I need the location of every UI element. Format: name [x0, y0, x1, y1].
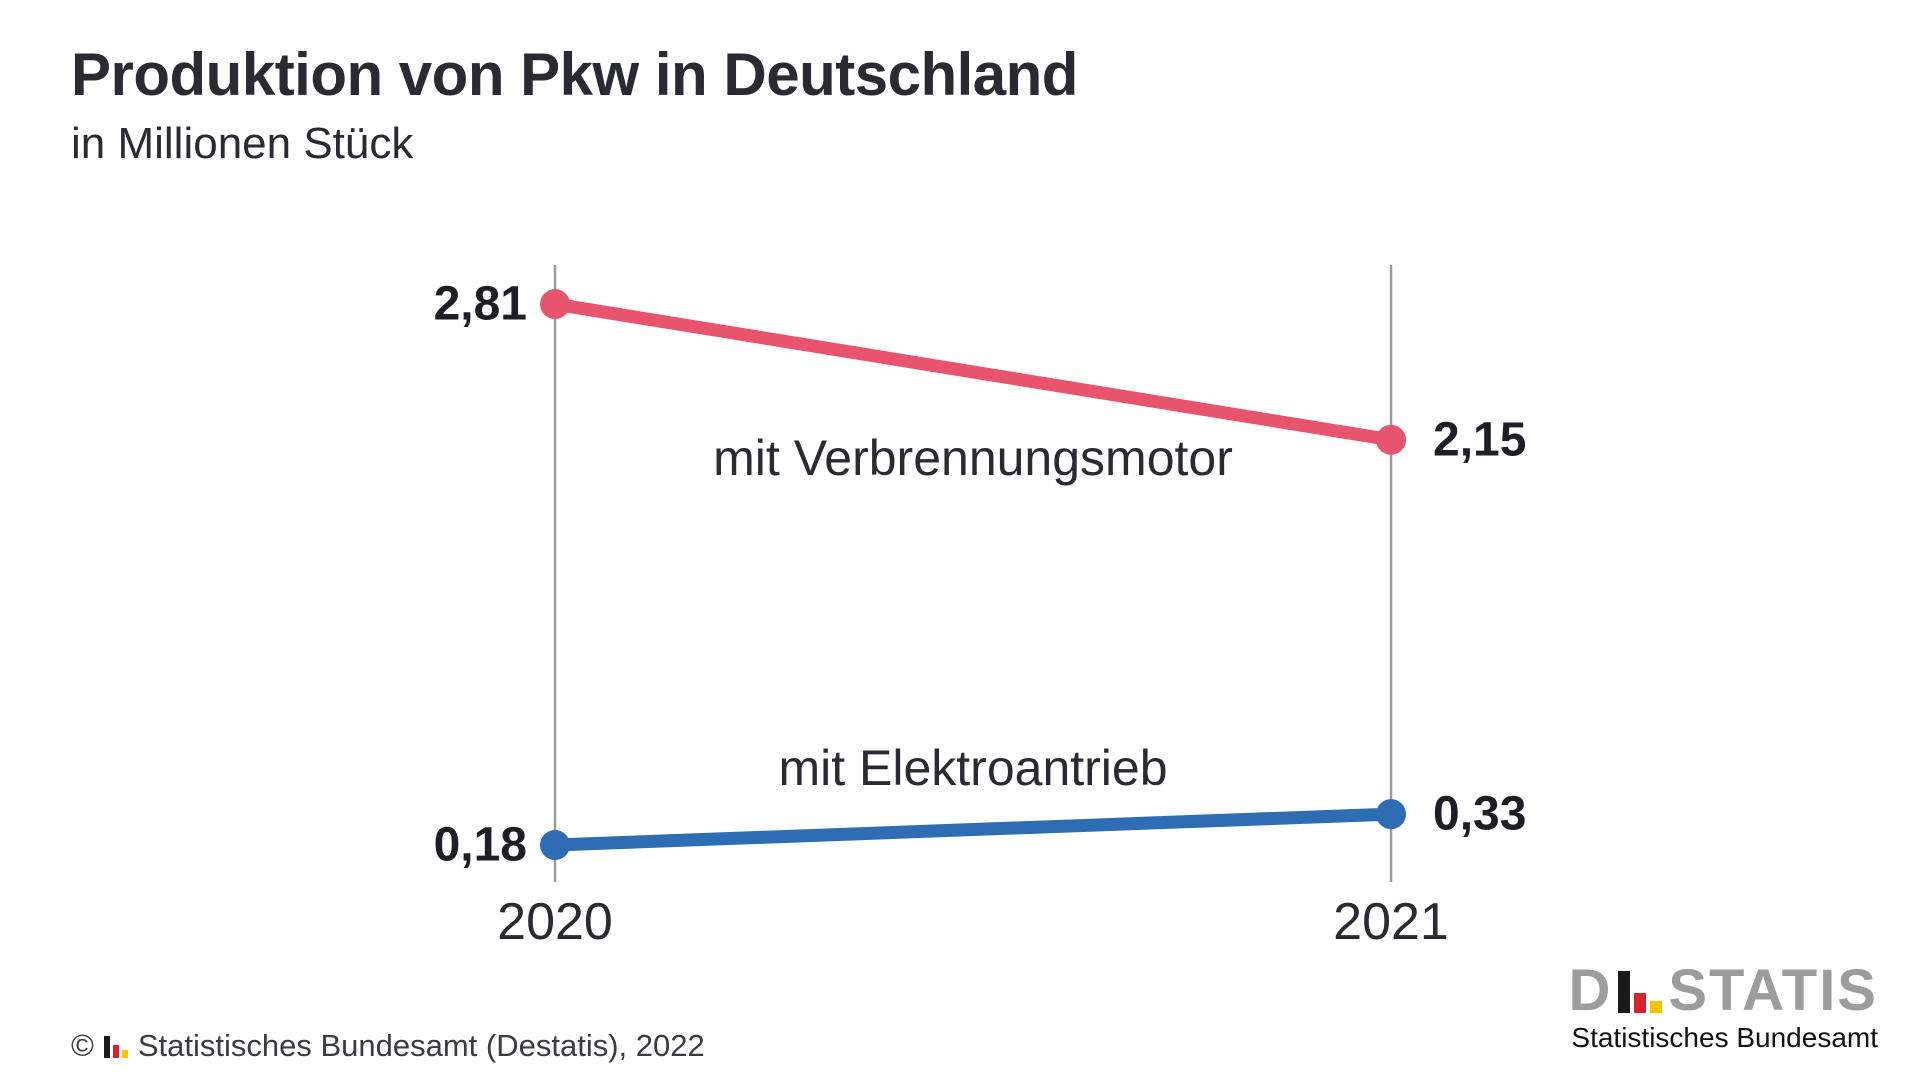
series-line-elektroantrieb	[548, 807, 1398, 852]
x-tick-2021: 2021	[1333, 893, 1449, 951]
logo-bar-gold	[1650, 1001, 1663, 1014]
destatis-logo: D STATIS Statistisches Bundesamt	[1568, 958, 1878, 1054]
destatis-mini-logo-icon	[103, 1034, 128, 1058]
destatis-wordmark: D STATIS	[1568, 958, 1878, 1023]
mini-bar-red	[112, 1045, 119, 1058]
x-tick-2020: 2020	[497, 893, 613, 951]
series-line-verbrennungsmotor	[548, 297, 1398, 447]
data-point-elektroantrieb-2021	[1376, 799, 1406, 830]
page-title: Produktion von Pkw in Deutschland	[71, 41, 1078, 108]
value-label: 0,33	[1433, 787, 1527, 841]
data-point-verbrennungsmotor-2021	[1376, 424, 1406, 455]
value-label: 0,18	[433, 818, 527, 872]
destatis-logo-bars	[1618, 971, 1663, 1014]
chart-header: Produktion von Pkw in Deutschland in Mil…	[71, 42, 1078, 168]
copyright-symbol: ©	[71, 1028, 94, 1063]
mini-bar-black	[103, 1036, 110, 1058]
wordmark-letter-d: D	[1568, 958, 1613, 1023]
value-label: 2,15	[1433, 413, 1527, 467]
data-point-verbrennungsmotor-2020	[540, 289, 570, 320]
source-text: Statistisches Bundesamt (Destatis), 2022	[137, 1028, 705, 1063]
logo-bar-red	[1634, 993, 1647, 1014]
value-label: 2,81	[433, 277, 527, 331]
data-point-elektroantrieb-2020	[540, 829, 570, 860]
page-subtitle: in Millionen Stück	[71, 119, 414, 168]
mini-bar-gold	[121, 1050, 128, 1058]
series-label-verbrennungsmotor: mit Verbrennungsmotor	[713, 429, 1233, 486]
logo-caption: Statistisches Bundesamt	[1571, 1022, 1878, 1054]
logo-bar-black	[1618, 971, 1631, 1014]
wordmark-letters-statis: STATIS	[1668, 958, 1878, 1023]
series-label-elektroantrieb: mit Elektroantrieb	[778, 739, 1168, 796]
source-note: © Statistisches Bundesamt (Destatis), 20…	[71, 1028, 705, 1064]
